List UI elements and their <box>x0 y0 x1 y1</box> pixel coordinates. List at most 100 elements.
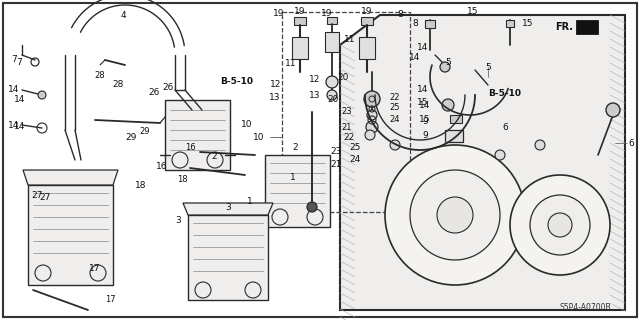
Text: 23: 23 <box>341 108 352 116</box>
Circle shape <box>410 170 500 260</box>
Text: 24: 24 <box>389 116 399 124</box>
Text: S5P4-A0700B: S5P4-A0700B <box>560 303 612 313</box>
Polygon shape <box>340 15 625 310</box>
Text: 24: 24 <box>349 156 361 164</box>
Text: 19: 19 <box>321 9 332 18</box>
Bar <box>506 20 514 27</box>
Bar <box>450 115 462 123</box>
Text: 9: 9 <box>423 117 428 126</box>
Text: 25: 25 <box>389 102 399 111</box>
Text: 6: 6 <box>503 124 508 132</box>
Bar <box>445 130 463 142</box>
Text: 2: 2 <box>292 142 298 151</box>
Circle shape <box>385 145 525 285</box>
Text: 11: 11 <box>344 35 355 44</box>
Text: 28: 28 <box>95 70 106 79</box>
Text: 29: 29 <box>125 133 137 142</box>
Text: 17: 17 <box>105 295 115 305</box>
Circle shape <box>548 213 572 237</box>
Text: 14: 14 <box>417 85 428 94</box>
Circle shape <box>390 140 400 150</box>
Text: 7: 7 <box>17 58 22 67</box>
Text: 1: 1 <box>291 172 296 181</box>
Text: 9: 9 <box>422 131 428 140</box>
Text: 13: 13 <box>269 93 281 102</box>
Text: 11: 11 <box>285 60 297 68</box>
Text: 8: 8 <box>397 10 403 19</box>
Text: 18: 18 <box>135 181 147 190</box>
Circle shape <box>307 202 317 212</box>
Bar <box>327 17 337 24</box>
Text: 16: 16 <box>156 162 168 171</box>
Text: 15: 15 <box>522 19 534 28</box>
Bar <box>361 17 373 25</box>
Text: 29: 29 <box>140 127 150 137</box>
Text: 3: 3 <box>225 204 231 212</box>
Bar <box>282 12 410 212</box>
Text: 14: 14 <box>419 100 430 109</box>
Bar <box>359 37 375 59</box>
Circle shape <box>606 103 620 117</box>
Text: 1: 1 <box>247 197 252 206</box>
Circle shape <box>365 130 375 140</box>
Circle shape <box>326 76 338 88</box>
Text: 13: 13 <box>308 91 320 100</box>
Text: 21: 21 <box>330 160 342 169</box>
Polygon shape <box>183 203 273 215</box>
Text: 14: 14 <box>13 122 25 131</box>
Text: 23: 23 <box>330 148 342 156</box>
Circle shape <box>367 110 377 120</box>
Text: 10: 10 <box>241 120 252 129</box>
Text: 6: 6 <box>628 139 634 148</box>
Circle shape <box>437 197 473 233</box>
Bar <box>188 215 268 300</box>
Circle shape <box>535 140 545 150</box>
Text: B-5-10: B-5-10 <box>488 89 521 98</box>
Text: 16: 16 <box>185 143 195 153</box>
Text: 27: 27 <box>39 193 51 202</box>
Text: 21: 21 <box>342 123 352 132</box>
Text: 7: 7 <box>11 55 17 65</box>
Polygon shape <box>576 20 598 34</box>
Text: 8: 8 <box>412 19 418 28</box>
Circle shape <box>366 121 378 133</box>
Circle shape <box>364 91 380 107</box>
Circle shape <box>495 150 505 160</box>
Bar <box>165 100 230 170</box>
Text: 26: 26 <box>148 88 159 97</box>
Text: 12: 12 <box>269 80 281 89</box>
Text: 14: 14 <box>417 44 428 52</box>
Circle shape <box>440 62 450 72</box>
Text: 26: 26 <box>163 84 173 92</box>
Text: 10: 10 <box>253 132 264 141</box>
Circle shape <box>530 195 590 255</box>
Text: 25: 25 <box>349 143 361 152</box>
Polygon shape <box>23 170 118 185</box>
Text: 14: 14 <box>8 85 20 94</box>
Text: 15: 15 <box>419 116 430 124</box>
Text: 5: 5 <box>445 58 451 67</box>
Bar <box>294 17 306 25</box>
Text: 5: 5 <box>485 62 491 71</box>
Bar <box>292 37 308 59</box>
Text: 22: 22 <box>389 92 399 101</box>
Circle shape <box>442 99 454 111</box>
Text: 14: 14 <box>408 52 420 61</box>
Text: 4: 4 <box>121 11 126 20</box>
Text: 14: 14 <box>13 95 25 104</box>
Circle shape <box>510 175 610 275</box>
Text: B-5-10: B-5-10 <box>220 77 253 86</box>
Bar <box>28 185 113 285</box>
Bar <box>325 32 339 52</box>
Bar <box>425 20 435 28</box>
Text: 19: 19 <box>273 9 284 18</box>
Text: 19: 19 <box>361 6 372 15</box>
Text: 19: 19 <box>294 6 306 15</box>
Text: 28: 28 <box>113 80 124 89</box>
Text: 14: 14 <box>8 121 20 130</box>
Text: 27: 27 <box>31 191 43 200</box>
Bar <box>265 155 330 227</box>
Text: 15: 15 <box>467 7 478 16</box>
Text: 2: 2 <box>212 152 217 161</box>
Text: 15: 15 <box>417 98 428 107</box>
